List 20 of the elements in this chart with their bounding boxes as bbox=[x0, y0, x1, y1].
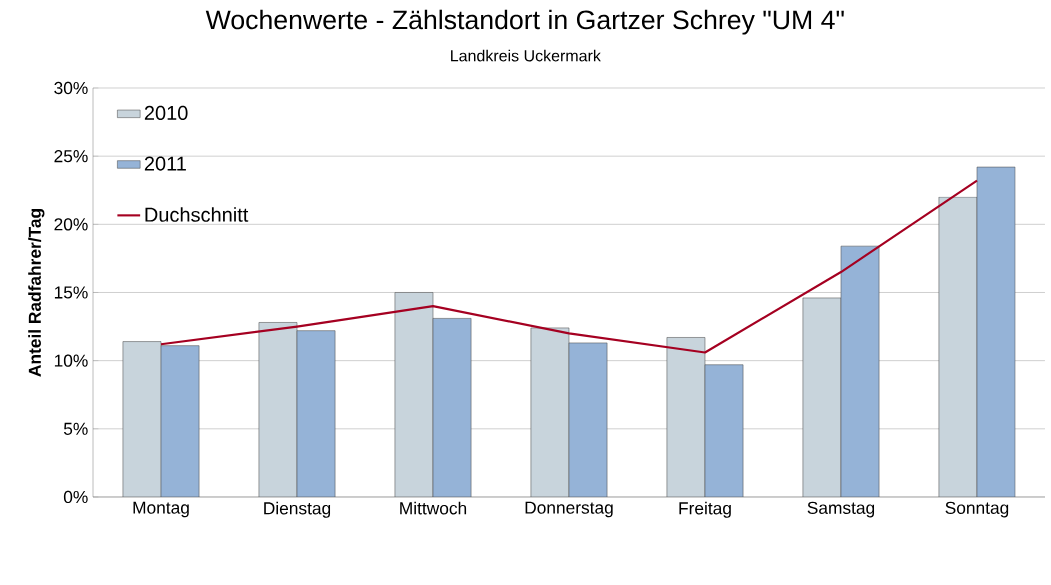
y-axis-title: Anteil Radfahrer/Tag bbox=[28, 209, 45, 377]
y-tick-label: 0% bbox=[63, 490, 88, 504]
y-tick-label: 20% bbox=[54, 218, 88, 231]
y-tick-label: 30% bbox=[54, 81, 88, 95]
x-tick-label: Samstag bbox=[807, 501, 875, 518]
legend-label: Duchschnitt bbox=[145, 207, 249, 222]
legend-label: 2011 bbox=[144, 156, 186, 171]
y-tick-label: 15% bbox=[54, 286, 88, 299]
legend-label: 2010 bbox=[144, 105, 188, 121]
x-tick-label: Freitag bbox=[679, 501, 731, 518]
x-tick-label: Montag bbox=[133, 501, 189, 518]
y-tick-label: 5% bbox=[63, 422, 88, 435]
chart-title: Wochenwerte - Zählstandort in Gartzer Schrey "UM 4" bbox=[205, 9, 844, 35]
y-tick-label: 10% bbox=[54, 354, 88, 367]
x-tick-label: Donnerstag bbox=[525, 501, 613, 518]
x-tick-label: Mittwoch bbox=[400, 501, 467, 515]
x-tick-label: Dienstag bbox=[264, 501, 331, 518]
y-tick-label: 25% bbox=[54, 150, 88, 163]
chart-subtitle: Landkreis Uckermark bbox=[451, 49, 601, 62]
x-tick-label: Sonntag bbox=[945, 501, 1009, 518]
